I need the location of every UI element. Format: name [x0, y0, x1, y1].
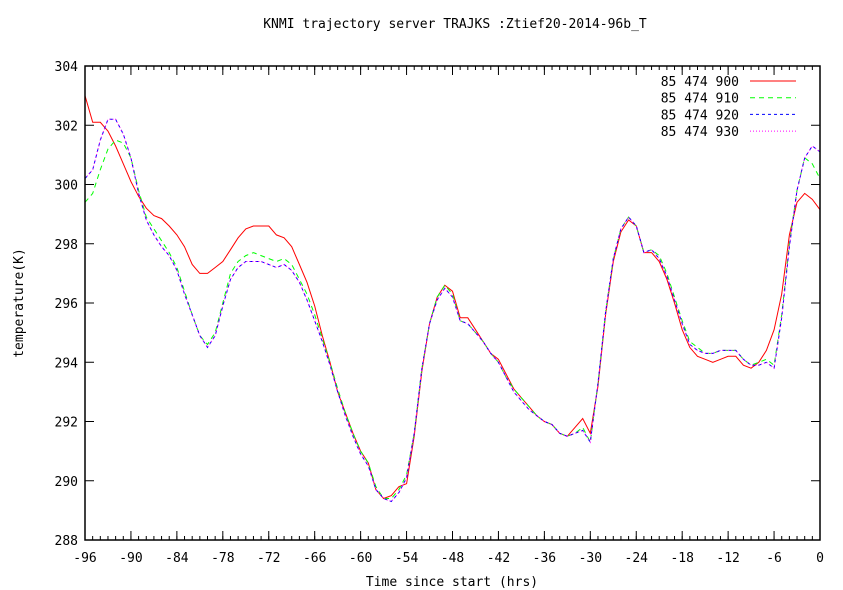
x-tick-label: -54 [395, 551, 419, 566]
y-tick-label: 298 [55, 238, 78, 253]
x-tick-label: -90 [119, 551, 142, 566]
plot-frame [84, 65, 821, 541]
x-tick-label: -60 [349, 551, 372, 566]
series-line-85-474-930 [84, 118, 821, 503]
y-tick-label: 296 [55, 297, 78, 312]
x-axis-label: Time since start (hrs) [366, 575, 538, 590]
legend-label: 85 474 930 [661, 125, 739, 140]
x-tick-label: -42 [487, 551, 510, 566]
x-tick-label: -36 [533, 551, 556, 566]
y-axis-label: temperature(K) [12, 248, 27, 358]
series-line-85-474-920 [84, 118, 821, 503]
y-tick-label: 290 [55, 475, 78, 490]
x-tick-label: -18 [670, 551, 693, 566]
x-tick-label: -66 [303, 551, 326, 566]
series-line-85-474-900 [84, 95, 821, 500]
legend-label: 85 474 900 [661, 75, 739, 90]
legend-label: 85 474 910 [661, 92, 739, 107]
y-tick-label: 294 [55, 356, 79, 371]
x-tick-label: -48 [441, 551, 464, 566]
x-tick-label: -6 [766, 551, 782, 566]
x-tick-label: -30 [579, 551, 602, 566]
x-tick-label: -96 [73, 551, 96, 566]
series-line-85-474-910 [84, 139, 821, 499]
x-tick-label: -24 [625, 551, 649, 566]
legend-label: 85 474 920 [661, 108, 739, 123]
x-tick-label: -12 [716, 551, 739, 566]
x-tick-label: -72 [257, 551, 280, 566]
y-tick-label: 304 [55, 60, 79, 75]
chart-title: KNMI trajectory server TRAJKS :Ztief20-2… [263, 17, 647, 32]
y-tick-label: 288 [55, 534, 78, 549]
x-tick-label: -84 [165, 551, 189, 566]
y-tick-label: 300 [55, 179, 78, 194]
y-tick-label: 302 [55, 119, 78, 134]
x-tick-label: 0 [816, 551, 824, 566]
x-tick-label: -78 [211, 551, 234, 566]
series-lines [84, 95, 821, 503]
y-tick-label: 292 [55, 416, 78, 431]
